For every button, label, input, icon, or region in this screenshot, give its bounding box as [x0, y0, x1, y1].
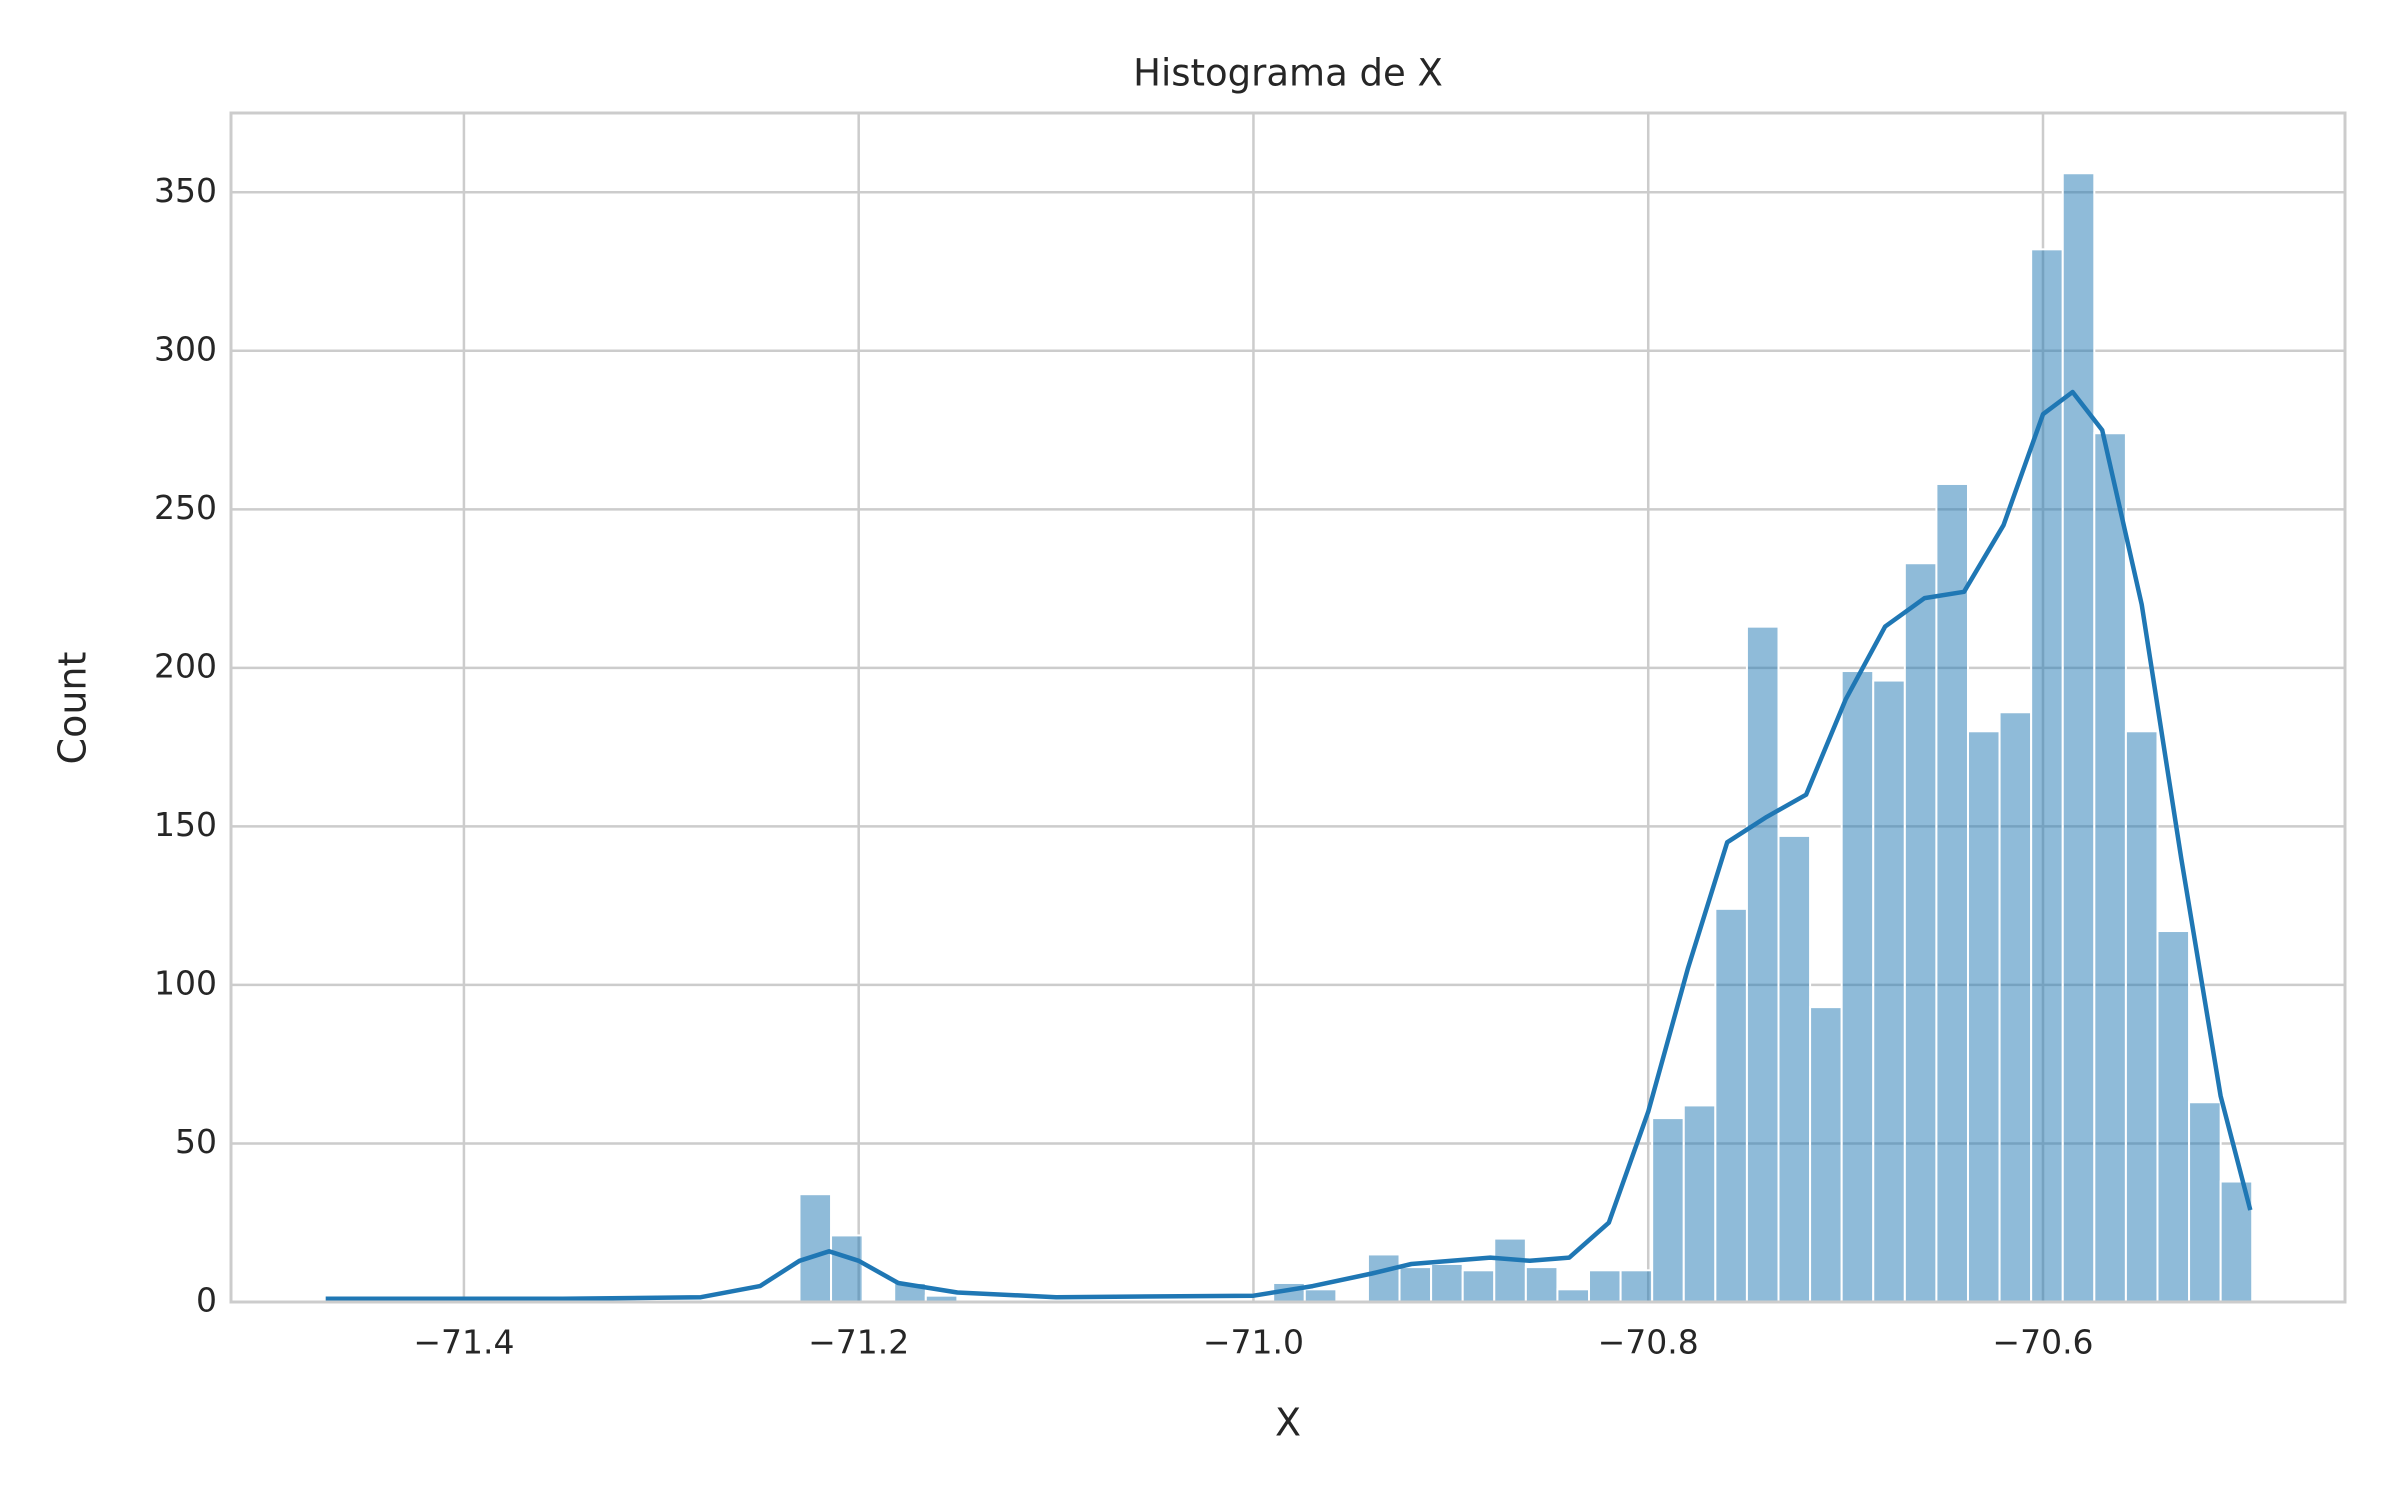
bar — [1935, 482, 1969, 1303]
bar — [2124, 730, 2159, 1303]
x-axis-label: X — [1275, 1401, 1301, 1445]
bar — [1903, 562, 1938, 1303]
x-tick-label: −71.0 — [1203, 1323, 1304, 1362]
bar — [1303, 1288, 1338, 1304]
bar — [1998, 711, 2033, 1303]
y-tick-label: 250 — [154, 488, 217, 527]
bar — [1461, 1269, 1496, 1304]
bar — [1872, 679, 1906, 1303]
y-axis-label: Count — [51, 652, 95, 765]
x-tick-label: −70.6 — [1992, 1323, 2093, 1362]
bar — [1366, 1253, 1401, 1303]
y-tick-label: 50 — [175, 1122, 217, 1161]
bar — [1619, 1269, 1654, 1304]
bar — [2093, 432, 2127, 1304]
x-tick-label: −71.4 — [413, 1323, 514, 1362]
y-tick-label: 200 — [154, 646, 217, 685]
bar — [1840, 670, 1875, 1303]
bar — [1809, 1006, 1843, 1303]
bar — [798, 1193, 833, 1304]
bar — [2061, 172, 2096, 1303]
y-tick-label: 300 — [154, 329, 217, 368]
bar — [1682, 1104, 1717, 1304]
bar — [1966, 730, 2001, 1303]
y-tick-label: 0 — [196, 1281, 217, 1320]
plot-frame — [229, 111, 2347, 1304]
bar — [2188, 1101, 2222, 1304]
y-tick-label: 150 — [154, 805, 217, 844]
bar — [1745, 625, 1780, 1303]
bar — [1588, 1269, 1622, 1304]
kde-line — [325, 389, 2253, 1302]
bar — [1714, 907, 1748, 1303]
bar — [2030, 248, 2064, 1304]
bar — [1430, 1262, 1464, 1304]
x-tick-label: −70.8 — [1598, 1323, 1699, 1362]
bar — [1556, 1288, 1591, 1304]
bar — [1524, 1266, 1559, 1304]
bar — [1493, 1237, 1527, 1304]
chart-title: Histograma de X — [1133, 52, 1443, 95]
bar — [2156, 930, 2191, 1303]
bar — [1651, 1117, 1685, 1303]
x-tick-label: −71.2 — [808, 1323, 909, 1362]
bar — [1777, 834, 1812, 1303]
y-tick-label: 350 — [154, 171, 217, 210]
bar — [830, 1234, 864, 1304]
y-tick-label: 100 — [154, 963, 217, 1002]
bar — [1398, 1266, 1433, 1304]
